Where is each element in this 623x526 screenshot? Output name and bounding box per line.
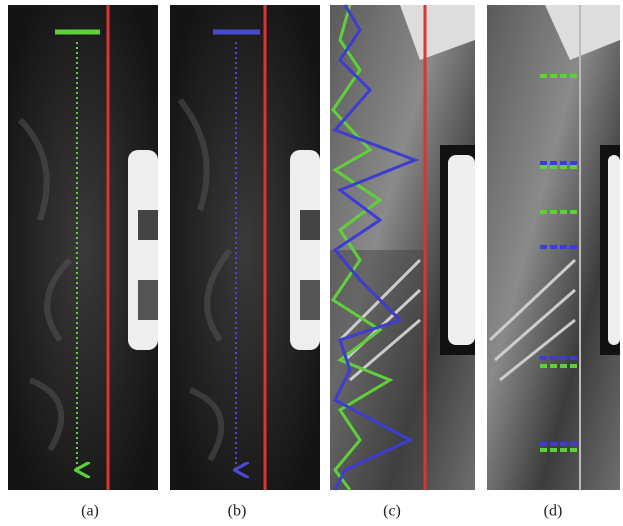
- panel-label: (b): [228, 503, 247, 520]
- panel-label: (c): [383, 503, 401, 520]
- panel-d: [487, 5, 620, 490]
- panel-label: (a): [81, 503, 99, 520]
- panel-a: [8, 5, 158, 490]
- figure: (a) (b) (c) (d): [0, 0, 623, 526]
- panel-b: [170, 5, 320, 490]
- panel-c: [330, 5, 475, 490]
- panel-label: (d): [544, 503, 563, 520]
